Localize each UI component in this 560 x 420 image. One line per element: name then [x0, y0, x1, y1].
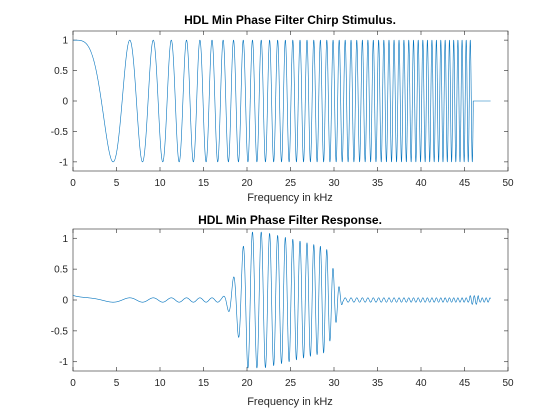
response-axes-box: [72, 228, 509, 372]
x-tick-label: 25: [285, 378, 297, 389]
x-tick-label: 20: [241, 378, 253, 389]
y-tick-label: -1: [59, 157, 68, 168]
response-x-axis-label: Frequency in kHz: [247, 396, 333, 408]
x-tick-label: 50: [502, 178, 514, 189]
x-tick-label: 35: [372, 378, 384, 389]
stimulus-chart: HDL Min Phase Filter Chirp Stimulus. 0 5 1…: [51, 13, 514, 204]
x-tick-label: 45: [459, 378, 471, 389]
x-tick-label: 5: [114, 178, 120, 189]
stimulus-chart-title: HDL Min Phase Filter Chirp Stimulus.: [184, 13, 396, 27]
x-tick-label: 40: [415, 178, 427, 189]
x-tick-label: 15: [198, 378, 210, 389]
response-signal-line: [72, 231, 491, 369]
x-tick-label: 10: [154, 378, 166, 389]
x-tick-label: 45: [459, 178, 471, 189]
response-chart: HDL Min Phase Filter Response. 0 5 10 15 20 2…: [51, 213, 514, 408]
stimulus-ticks: 0 5 10 15 20 25 30 35 40 45 50 -1 -0.5 0 0.5 1: [51, 31, 514, 189]
y-tick-label: -0.5: [51, 127, 69, 138]
stimulus-signal-line: [72, 39, 491, 163]
x-tick-label: 35: [372, 178, 384, 189]
response-ticks: 0 5 10 15 20 25 30 35 40 45 50 -1 -0.5 0 0.5 1: [51, 229, 514, 389]
x-tick-label: 0: [70, 178, 76, 189]
x-tick-label: 15: [198, 178, 210, 189]
x-tick-label: 20: [241, 178, 253, 189]
x-tick-label: 5: [114, 378, 120, 389]
x-tick-label: 40: [415, 378, 427, 389]
x-tick-label: 10: [154, 178, 166, 189]
y-tick-label: 0.5: [54, 66, 68, 77]
y-tick-label: 1: [62, 234, 68, 245]
y-tick-label: -0.5: [51, 326, 69, 337]
y-tick-label: 0: [62, 296, 68, 307]
x-tick-label: 30: [328, 378, 340, 389]
x-tick-label: 25: [285, 178, 297, 189]
stimulus-x-axis-label: Frequency in kHz: [247, 192, 333, 204]
y-tick-label: 1: [62, 36, 68, 47]
response-chart-title: HDL Min Phase Filter Response.: [198, 213, 382, 227]
x-tick-label: 0: [70, 378, 76, 389]
y-tick-label: 0.5: [54, 265, 68, 276]
x-tick-label: 50: [502, 378, 514, 389]
x-tick-label: 30: [328, 178, 340, 189]
y-tick-label: 0: [62, 97, 68, 108]
y-tick-label: -1: [59, 357, 68, 368]
